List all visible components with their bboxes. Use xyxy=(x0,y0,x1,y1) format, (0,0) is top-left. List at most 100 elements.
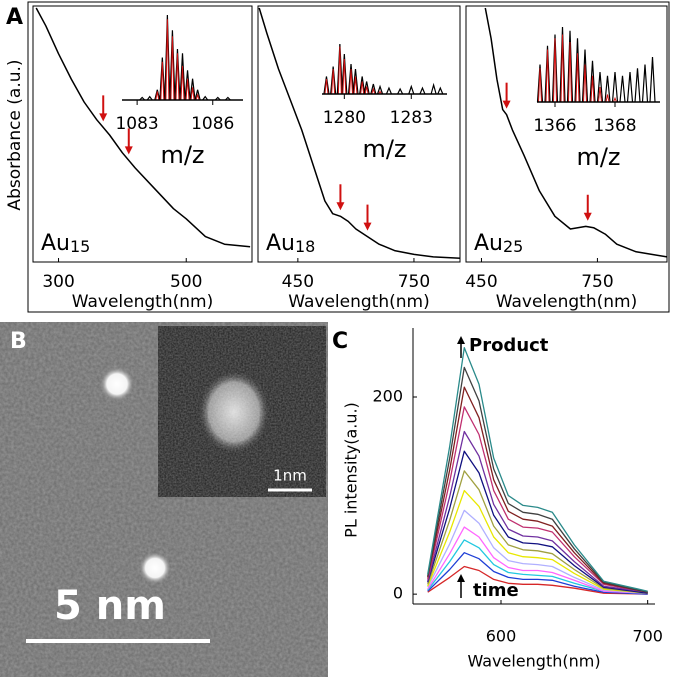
ms-peak xyxy=(641,64,649,103)
plot-frame xyxy=(257,5,461,263)
cluster-element: Au xyxy=(266,231,295,256)
x-axis-label: Wavelength(nm) xyxy=(288,292,429,312)
ms-peak xyxy=(174,48,181,101)
ms-peak xyxy=(336,43,343,95)
data-line xyxy=(427,450,648,594)
ms-peak xyxy=(139,96,146,101)
nanocluster xyxy=(100,367,134,401)
data-line xyxy=(427,526,648,594)
inset-axis-label: m/z xyxy=(160,141,204,169)
ms-peak xyxy=(611,71,619,103)
x-tick-label: 300 xyxy=(42,272,74,292)
cluster-label: Au15 xyxy=(41,231,90,256)
cluster-subscript: 18 xyxy=(295,237,315,256)
ms-peak xyxy=(160,61,165,101)
data-line xyxy=(427,430,648,593)
plot-frame xyxy=(465,5,668,263)
ms-peak xyxy=(323,76,330,95)
ms-peak xyxy=(437,86,444,95)
ms-peak xyxy=(185,78,190,101)
ms-peak xyxy=(175,53,180,101)
data-line xyxy=(427,347,648,592)
panel-label: C xyxy=(332,329,348,354)
arrow-head xyxy=(124,146,133,155)
plot-frame xyxy=(32,5,253,263)
x-tick-label: 450 xyxy=(465,272,497,292)
inset-tick-label: 1086 xyxy=(191,114,234,134)
arrow xyxy=(99,95,108,122)
panel-a-frame xyxy=(27,1,670,313)
arrow-head xyxy=(99,113,108,122)
ms-peak xyxy=(544,45,551,103)
arrow xyxy=(583,194,592,221)
inset-tick-label: 1083 xyxy=(115,114,158,134)
data-line xyxy=(427,565,648,595)
annotation: Product xyxy=(469,335,549,356)
ms-peak xyxy=(560,34,565,103)
ms-peak xyxy=(553,38,557,103)
ms-peak xyxy=(568,41,572,103)
ms-peak xyxy=(566,30,574,103)
inset-axis-label: m/z xyxy=(362,135,406,163)
data-line xyxy=(427,406,648,593)
ms-peak xyxy=(353,76,358,95)
cluster-subscript: 25 xyxy=(503,237,523,256)
data-line xyxy=(427,539,648,594)
ms-peak xyxy=(596,71,604,103)
arrow xyxy=(336,184,345,211)
ms-peak xyxy=(419,86,426,95)
inset-noise xyxy=(158,326,326,497)
ms-peak xyxy=(536,64,544,103)
ms-peak xyxy=(154,89,161,101)
ms-peak xyxy=(626,71,634,103)
ms-peak xyxy=(214,96,221,101)
ms-peak xyxy=(331,68,336,95)
ms-peak xyxy=(195,93,200,101)
arrow-head xyxy=(363,222,372,231)
ms-peak xyxy=(169,30,176,101)
panel-label: A xyxy=(6,5,23,30)
arrow-head xyxy=(583,212,592,221)
ms-peak xyxy=(545,49,550,103)
ms-peak xyxy=(378,90,382,95)
ms-peak xyxy=(363,81,370,95)
ms-peak xyxy=(397,87,404,95)
cluster-subscript: 15 xyxy=(70,237,90,256)
inset-tick-label: 1283 xyxy=(390,108,433,128)
ms-peak xyxy=(649,56,656,103)
arrow xyxy=(363,204,372,231)
ms-peak xyxy=(352,68,359,95)
ms-peak xyxy=(342,58,347,95)
ms-peak xyxy=(408,84,415,95)
cluster-element: Au xyxy=(474,231,503,256)
ms-peak xyxy=(202,95,209,101)
data-line xyxy=(427,386,648,593)
ms-peak xyxy=(364,86,369,95)
micrograph: 1nm 5 nm xyxy=(0,322,328,677)
ms-peak xyxy=(370,83,377,95)
ms-peak xyxy=(605,94,610,103)
inset-tick-label: 1280 xyxy=(323,108,366,128)
ms-peak xyxy=(430,82,437,95)
ms-peak xyxy=(376,84,384,95)
y-axis-label: Absorbance (a.u.) xyxy=(5,59,25,210)
ms-peak xyxy=(559,26,566,103)
inset-tick-label: 1366 xyxy=(533,116,576,136)
x-tick-label: 700 xyxy=(632,627,663,646)
ms-peak xyxy=(337,46,342,95)
annotation-arrowhead xyxy=(457,574,465,582)
ms-peak xyxy=(146,95,153,101)
x-tick-label: 750 xyxy=(581,272,613,292)
ms-peak xyxy=(155,91,160,101)
ms-peak xyxy=(341,53,348,95)
ms-peak xyxy=(330,66,337,95)
ms-peak xyxy=(184,70,191,101)
ms-peak xyxy=(165,19,170,101)
cluster-label: Au18 xyxy=(266,231,315,256)
ms-peak xyxy=(164,14,171,101)
cluster-label: Au25 xyxy=(474,231,523,256)
ms-peak xyxy=(179,53,186,101)
ms-peak xyxy=(194,89,201,101)
ms-peak xyxy=(371,87,376,95)
